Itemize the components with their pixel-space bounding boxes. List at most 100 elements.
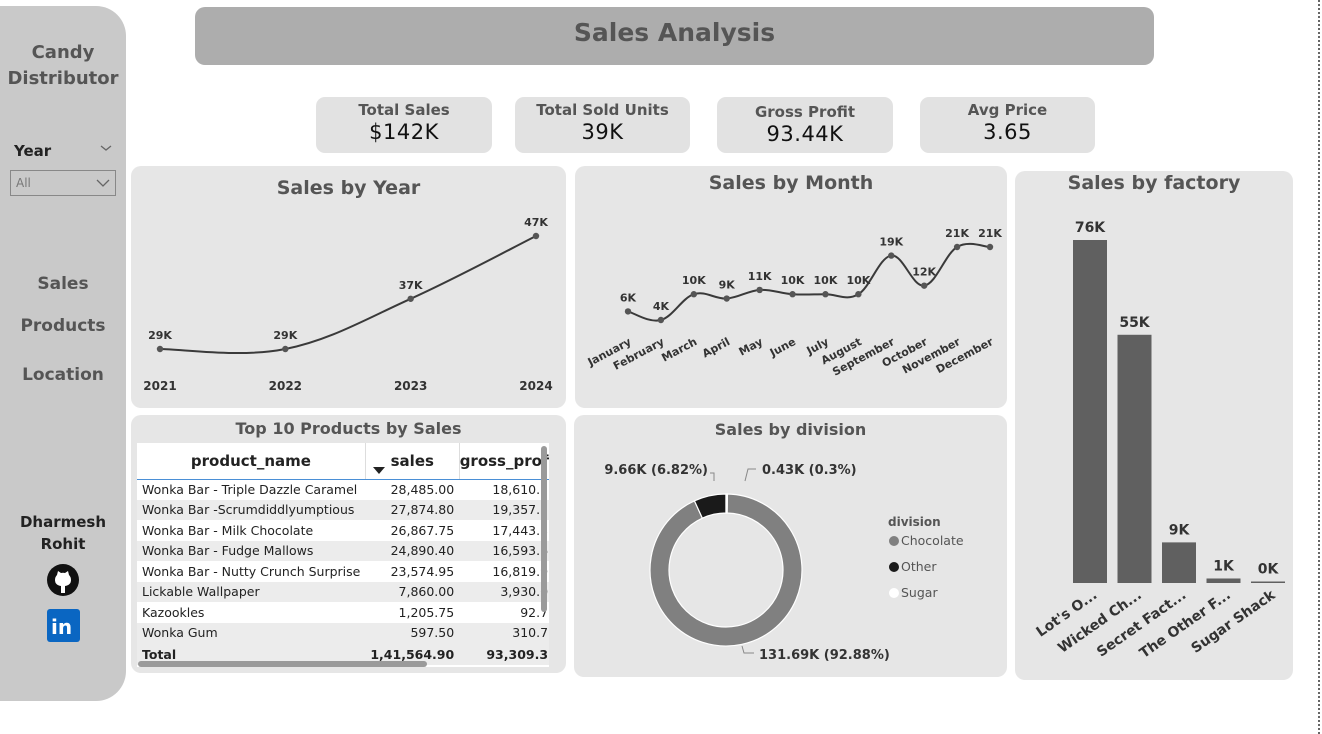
data-point [532,232,540,240]
table-total-cell: 93,309.3 [459,643,549,665]
bar [1073,240,1107,583]
data-label: 21K [978,227,1002,240]
svg-text:in: in [51,615,72,639]
table-total-row: Total 1,41,564.90 93,309.3 [137,643,549,665]
x-tick-label: May [737,335,765,358]
data-point [407,295,414,302]
sales-by-division-chart: 9.66K (6.82%) 0.43K (0.3%) 131.69K (92.88%… [604,463,964,663]
data-point [888,252,895,259]
data-point [156,345,164,353]
data-label: 47K [524,216,548,229]
year-dropdown[interactable]: All [10,170,116,196]
table-total-cell: Total [137,643,366,665]
column-header-label: sales [390,451,434,470]
table-row[interactable]: Wonka Bar - Milk Chocolate 26,867.75 17,44… [137,520,549,541]
table-cell: 28,485.00 [390,482,455,497]
table-cell: 17,443.3 [492,522,549,538]
table-cell: 18,610.2 [492,482,549,497]
table-horizontal-scrollbar[interactable] [138,661,427,667]
column-header-product-name[interactable]: product_name [137,443,366,480]
kpi-gross-profit: Gross Profit 93.44K [717,97,893,153]
table-cell: 19,357.5 [459,499,549,520]
x-tick-label: April [700,335,732,360]
data-label: 0.43K (0.3%) [762,463,857,478]
column-header-sales[interactable]: sales [365,443,460,480]
data-point [920,282,928,289]
table-row[interactable]: Wonka Bar - Nutty Crunch Surprise 23,574.… [137,561,549,582]
sales-by-month-chart: 6KJanuary4KFebruary10KMarch9KApril11KMay… [585,227,1003,379]
legend-marker [889,588,899,598]
table-row[interactable]: Kazookles 1,205.75 92.7 [137,602,549,623]
data-label: 55K [1119,315,1150,331]
table-cell: 23,574.95 [390,563,455,579]
brand-line2: Distributor [7,68,119,89]
data-label: 0K [1258,562,1280,578]
data-point [953,243,961,251]
table-cell: 597.50 [365,622,460,643]
table-cell: 24,890.40 [365,540,460,561]
table-cell: 16,819.9 [492,563,549,579]
legend-marker [889,562,899,572]
data-point [657,316,665,324]
github-icon[interactable] [46,563,80,597]
table-cell: 16,593.6 [459,540,549,561]
nav-sales[interactable]: Sales [37,274,89,294]
kpi-value: 39K [581,120,624,144]
data-point [822,291,829,298]
author-line1: Dharmesh [19,513,107,531]
author-line2: Rohit [40,535,86,553]
table-row[interactable]: Lickable Wallpaper 7,860.00 3,930.0 [137,581,549,602]
data-point [624,308,632,315]
chevron-down-icon [96,179,110,187]
data-label: 12K [912,266,936,279]
linkedin-icon[interactable]: in [47,609,80,642]
chart-title: Sales by Month [708,172,874,194]
kpi-total-sold-units: Total Sold Units 39K [515,97,690,153]
kpi-value: 3.65 [983,120,1032,144]
sales-by-factory-panel: Sales by factory 76K Lot's O... 55K Wicked … [1015,171,1293,680]
data-label: 9K [1169,522,1191,538]
top-products-table: product_name sales gross_profi Wonka Bar… [137,443,549,667]
data-label: 10K [682,274,706,287]
nav-products[interactable]: Products [20,316,106,336]
donut-slice [725,493,729,514]
data-label: 10K [846,274,870,287]
table-row[interactable]: Wonka Bar - Fudge Mallows 24,890.40 16,593… [137,540,549,561]
kpi-label: Total Sold Units [536,101,669,119]
data-label: 37K [399,279,423,292]
x-tick-label: March [659,335,699,364]
table-row[interactable]: Wonka Bar -Scrumdiddlyumptious 27,874.80 1… [137,499,549,520]
table-row[interactable]: Wonka Bar - Triple Dazzle Caramel 28,485.… [137,479,549,500]
sales-by-month-panel: Sales by Month 6K January 4K February 10K Mar… [575,166,1007,408]
callout-line [741,645,754,654]
data-label: 76K [1075,220,1106,236]
sales-by-division-panel: Sales by division 9.66K (6.82%) 0.43K (0.… [574,415,1007,677]
column-header-gross-profit[interactable]: gross_profi [459,443,549,480]
year-dropdown-value: All [16,176,31,190]
data-point [789,291,796,298]
table-cell: 7,860.00 [365,581,460,602]
table-cell: Wonka Bar - Nutty Crunch Surprise [142,563,361,579]
x-tick-label: 2023 [394,379,427,393]
table-cell: Wonka Bar - Milk Chocolate [142,522,314,538]
data-label: 21K [945,227,969,240]
data-label: 131.69K (92.88%) [759,648,890,663]
data-label: 19K [879,236,903,249]
year-slicer-label: Year [14,142,52,160]
table-cell: 92.7 [520,604,549,620]
legend-label: Chocolate [901,533,964,548]
data-label: 9K [719,279,736,292]
table-row[interactable]: Wonka Gum 597.50 310.7 [137,622,549,643]
x-tick-label: June [767,335,798,360]
nav-location[interactable]: Location [22,365,104,385]
table-title: Top 10 Products by Sales [235,419,462,438]
data-label: 1K [1213,558,1235,574]
data-label: 10K [814,274,838,287]
table-vertical-scrollbar[interactable] [541,446,547,612]
table-cell: Kazookles [142,604,205,620]
chart-title: Sales by division [714,420,867,439]
sales-by-year-chart: 29K 2021 29K 2022 37K 2023 47K 2024 [143,216,552,393]
kpi-label: Avg Price [967,101,1048,119]
chevron-down-icon[interactable] [98,140,114,156]
x-tick-label: 2021 [143,379,176,393]
